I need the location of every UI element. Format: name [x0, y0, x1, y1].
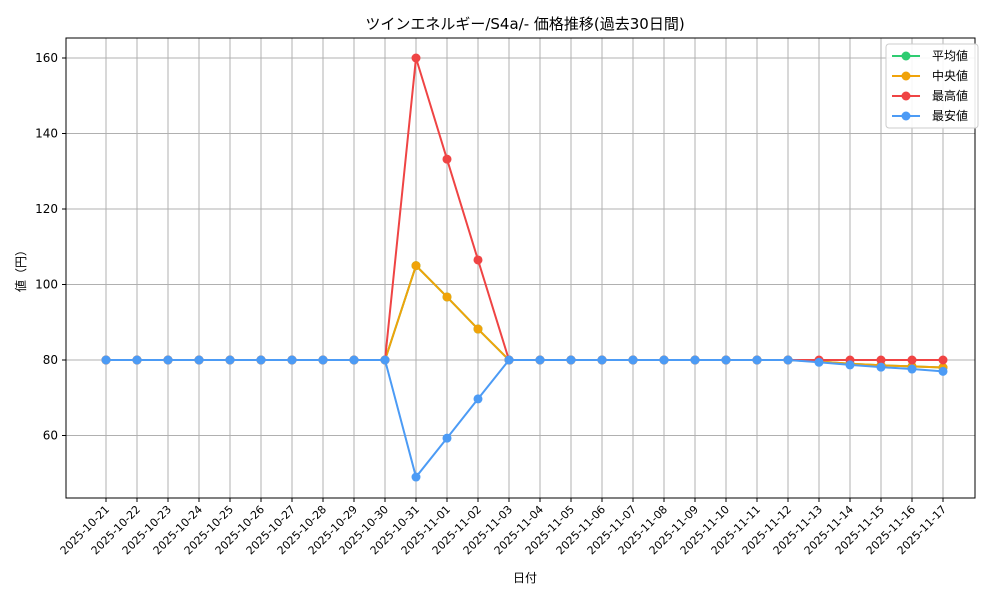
series-line — [106, 263, 944, 369]
legend-label: 最高値 — [932, 88, 968, 103]
series-中央値 — [101, 261, 948, 373]
data-point — [380, 355, 390, 365]
data-point — [442, 154, 452, 164]
y-tick-label: 120 — [35, 202, 58, 216]
series-line — [106, 359, 944, 480]
data-point — [411, 472, 421, 482]
legend-item: 最安値 — [892, 108, 968, 123]
series-line — [106, 263, 944, 369]
data-point — [907, 355, 917, 365]
legend-item: 最高値 — [892, 88, 968, 103]
grid-lines — [66, 38, 975, 498]
series-lines — [101, 53, 948, 482]
legend-box — [885, 43, 979, 129]
y-tick-label: 80 — [43, 353, 58, 367]
data-point — [163, 355, 173, 365]
data-point — [287, 355, 297, 365]
y-axis-ticks: 60 80 100 120 140 160 — [35, 51, 66, 443]
data-point — [721, 355, 731, 365]
legend-item: 中央値 — [892, 68, 968, 83]
data-point — [473, 255, 483, 265]
data-point — [473, 394, 483, 404]
data-point — [907, 364, 917, 374]
data-point — [783, 355, 793, 365]
data-point — [132, 355, 142, 365]
data-point — [442, 292, 452, 302]
y-tick-label: 140 — [35, 127, 58, 141]
legend-label: 最安値 — [932, 108, 968, 123]
data-point — [597, 355, 607, 365]
series-平均値 — [101, 261, 948, 373]
legend-marker-icon — [901, 71, 911, 81]
data-point — [814, 357, 824, 367]
data-point — [349, 355, 359, 365]
data-point — [194, 355, 204, 365]
data-point — [473, 324, 483, 334]
data-point — [101, 355, 111, 365]
x-axis-ticks: 2025-10-212025-10-222025-10-232025-10-24… — [58, 498, 949, 557]
data-point — [938, 366, 948, 376]
legend-marker-icon — [901, 111, 911, 121]
data-point — [876, 362, 886, 372]
legend-marker-icon — [901, 51, 911, 61]
plot-area-frame — [65, 37, 976, 499]
data-point — [566, 355, 576, 365]
data-point — [504, 355, 514, 365]
data-point — [411, 261, 421, 271]
data-point — [752, 355, 762, 365]
data-point — [876, 355, 886, 365]
legend-label: 平均値 — [932, 48, 968, 63]
series-最安値 — [101, 355, 948, 482]
x-axis-label: 日付 — [513, 571, 537, 585]
data-point — [690, 355, 700, 365]
y-tick-label: 100 — [35, 278, 58, 292]
data-point — [225, 355, 235, 365]
data-point — [318, 355, 328, 365]
y-axis-label: 値（円） — [13, 244, 28, 292]
data-point — [938, 355, 948, 365]
data-point — [845, 360, 855, 370]
legend-label: 中央値 — [932, 68, 968, 83]
data-point — [256, 355, 266, 365]
legend-marker-icon — [901, 91, 911, 101]
legend-item: 平均値 — [892, 48, 968, 63]
data-point — [628, 355, 638, 365]
y-tick-label: 160 — [35, 51, 58, 65]
y-tick-label: 60 — [43, 429, 58, 443]
data-point — [535, 355, 545, 365]
data-point — [442, 433, 452, 443]
data-point — [411, 53, 421, 63]
data-point — [659, 355, 669, 365]
chart-title: ツインエネルギー/S4a/- 価格推移(過去30日間) — [365, 15, 684, 33]
